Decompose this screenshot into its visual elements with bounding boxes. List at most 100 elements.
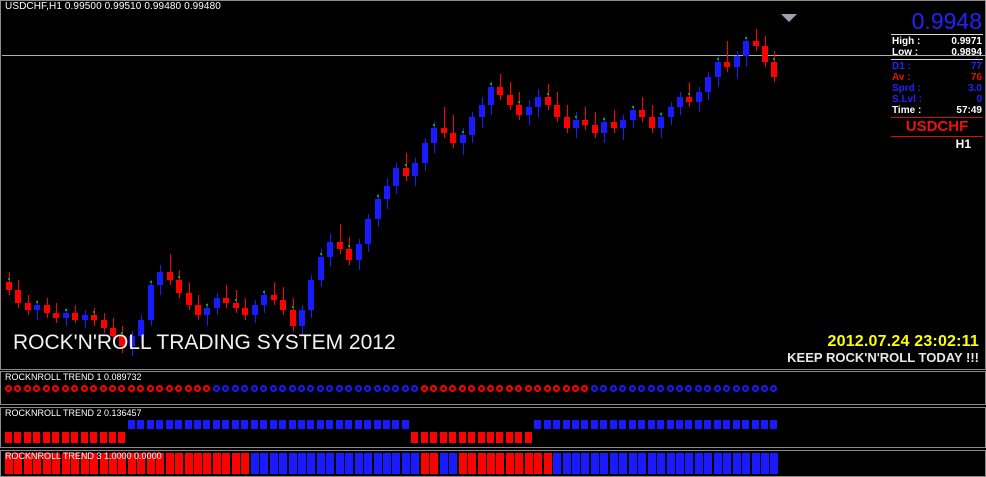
trend1-marker — [269, 385, 277, 392]
trend2-bar — [581, 420, 589, 429]
indicator-panel-trend1[interactable]: ROCKNROLL TREND 1 0.089732 — [0, 371, 986, 405]
trend3-bar — [543, 453, 552, 474]
trend3-bar — [61, 453, 70, 474]
trend3-bar — [420, 453, 429, 474]
trend1-marker — [723, 385, 731, 392]
trend3-bar — [146, 453, 155, 474]
candle-body — [743, 41, 750, 57]
info-row-value: 76 — [970, 72, 982, 83]
price-info-panel: 0.9948 High :0.9971 Low :0.9894 D1 :77 Av :… — [891, 9, 983, 151]
trend3-bar — [770, 453, 779, 474]
trend1-marker — [250, 385, 258, 392]
signal-dot — [121, 331, 124, 334]
trend2-bar — [411, 432, 419, 443]
candle-wick — [727, 41, 729, 72]
candle-wick — [56, 302, 58, 323]
candle-body — [752, 41, 759, 47]
candle-body — [762, 46, 768, 62]
trend2-bar — [288, 420, 296, 429]
candlestick-plot-area[interactable] — [2, 14, 985, 369]
info-row-value: 0.9971 — [951, 36, 982, 47]
trend2-bar — [430, 432, 438, 443]
trend1-marker — [99, 385, 107, 392]
trend1-marker — [156, 385, 164, 392]
signal-dot — [149, 280, 152, 283]
trend3-bar — [137, 453, 146, 474]
signal-dot — [716, 57, 719, 60]
candle-body — [658, 117, 665, 128]
candle-wick — [443, 107, 445, 138]
trend3-bar — [326, 453, 335, 474]
indicator-panel-trend3[interactable]: ROCKNROLL TREND 3 1.0000 0.0000 — [0, 450, 986, 477]
trend1-marker — [486, 385, 494, 392]
trend2-bar — [241, 420, 249, 429]
candle-body — [232, 302, 239, 308]
trend3-bar — [269, 453, 278, 474]
trend3-bar — [468, 453, 477, 474]
candle-body — [336, 241, 343, 250]
trend2-bar — [496, 432, 504, 443]
candle-body — [280, 300, 287, 311]
trend3-bar — [127, 453, 136, 474]
candle-body — [525, 107, 532, 115]
trend2-bar — [704, 420, 712, 429]
info-row-key: D1 : — [892, 61, 911, 72]
trend2-bar — [505, 432, 513, 443]
trend1-marker — [354, 385, 362, 392]
trend1-marker — [515, 385, 523, 392]
candle-body — [100, 320, 107, 329]
trend3-bar — [184, 453, 193, 474]
candle-body — [563, 117, 570, 128]
signal-dot — [660, 113, 663, 116]
trend2-bar — [486, 432, 494, 443]
candle-body — [185, 292, 192, 306]
candle-body — [591, 125, 598, 133]
signal-dot — [178, 275, 181, 278]
trend2-bar — [619, 420, 627, 429]
trend3-bar — [600, 453, 609, 474]
candle-wick — [500, 74, 502, 100]
trend3-bar — [23, 453, 32, 474]
trend1-marker — [203, 385, 211, 392]
candle-body — [582, 119, 589, 125]
trend1-marker — [458, 385, 466, 392]
trend1-marker — [619, 385, 627, 392]
candle-body — [402, 168, 409, 176]
indicator-panel-trend2[interactable]: ROCKNROLL TREND 2 0.136457 — [0, 407, 986, 448]
trend3-bar — [619, 453, 628, 474]
trend2-bar — [675, 420, 683, 429]
trend2-bar — [175, 420, 183, 429]
trend3-bar — [694, 453, 703, 474]
signal-dot — [263, 291, 266, 294]
signal-dot — [773, 57, 776, 60]
trend1-marker — [23, 385, 31, 392]
trend2-bar — [42, 432, 50, 443]
main-chart-panel[interactable]: USDCHF,H1 0.99500 0.99510 0.99480 0.9948… — [0, 0, 986, 370]
trend3-bar — [628, 453, 637, 474]
trend1-marker — [553, 385, 561, 392]
trend2-bar — [713, 420, 721, 429]
trend3-bar — [439, 453, 448, 474]
trend2-bar — [212, 420, 220, 429]
trend1-marker — [52, 385, 60, 392]
candle-body — [629, 109, 636, 120]
trend2-bar — [222, 420, 230, 429]
candle-wick — [623, 114, 625, 141]
signal-dot — [93, 311, 96, 314]
trend3-bar — [90, 453, 99, 474]
candle-body — [327, 241, 334, 257]
trend1-marker — [118, 385, 126, 392]
candle-wick — [594, 112, 596, 138]
trend1-marker — [694, 385, 702, 392]
candle-body — [289, 310, 296, 326]
trend3-label: ROCKNROLL TREND 3 1.0000 0.0000 — [5, 451, 162, 461]
candle-body — [535, 97, 542, 108]
trend2-bar — [250, 420, 258, 429]
page-title: ROCK'N'ROLL TRADING SYSTEM 2012 — [13, 331, 396, 354]
trend2-bar — [23, 432, 31, 443]
candle-body — [469, 117, 476, 136]
info-symbol: USDCHF — [905, 118, 969, 135]
trend1-marker — [647, 385, 655, 392]
candle-body — [308, 279, 315, 311]
info-row-low: Low : 0.9894 — [891, 47, 983, 58]
